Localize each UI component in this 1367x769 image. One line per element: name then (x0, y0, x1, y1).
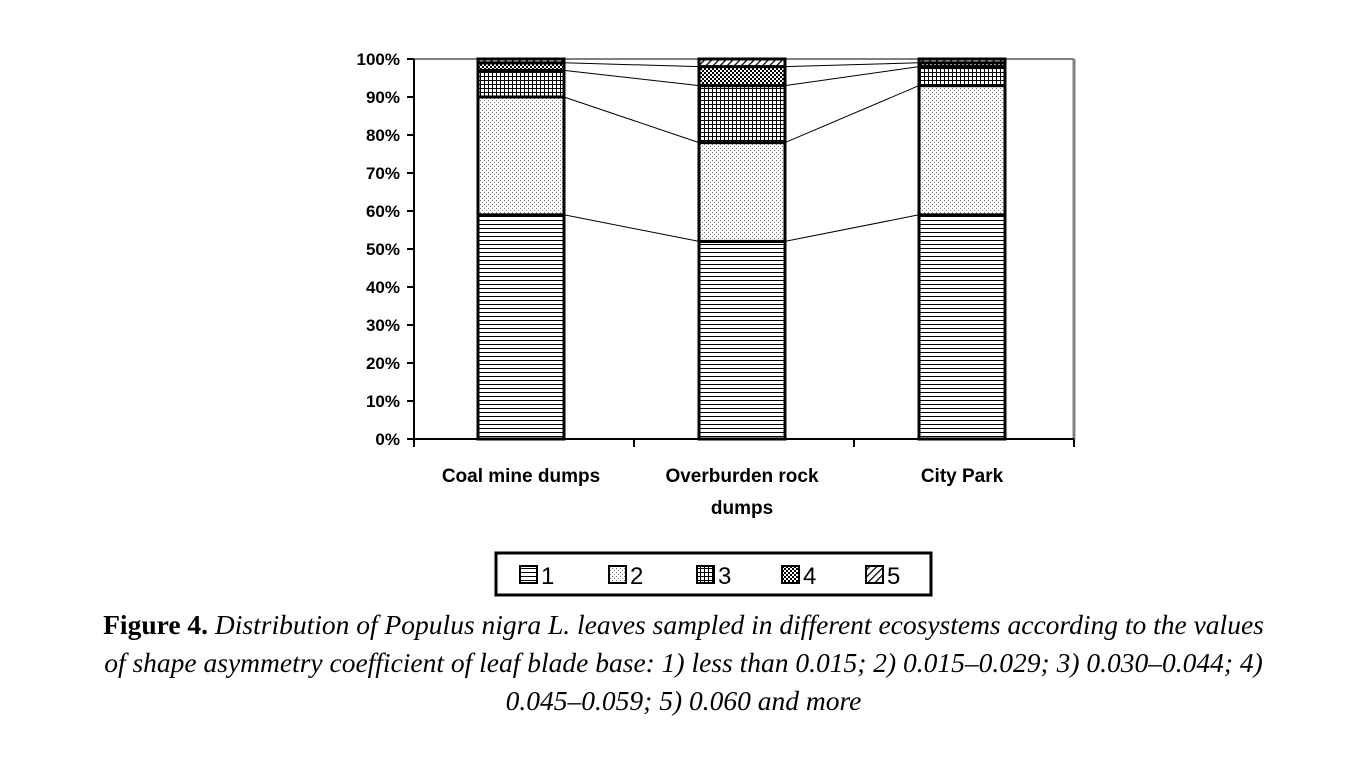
series-line (563, 96, 700, 144)
figure-caption: Figure 4. Distribution of Populus nigra … (90, 606, 1277, 720)
legend-swatch (865, 565, 884, 584)
bar-segment (476, 57, 566, 65)
legend-entry-label: 4 (803, 563, 816, 590)
y-tick-label: 100% (357, 50, 400, 69)
bar-segment (917, 65, 1007, 88)
series-line (563, 69, 700, 87)
bar-segment (697, 141, 787, 243)
y-tick-label: 0% (375, 430, 400, 449)
bar-segment (476, 213, 566, 441)
series-line (784, 214, 920, 242)
series-line (784, 85, 920, 144)
legend-swatch (608, 565, 627, 584)
y-tick-label: 90% (366, 88, 400, 107)
bar-segment (697, 84, 787, 145)
legend-entry-label: 5 (887, 563, 900, 590)
y-tick-label: 60% (366, 202, 400, 221)
bars (476, 57, 1007, 441)
series-line (563, 62, 700, 68)
series-line (784, 66, 920, 87)
figure-number: Figure 4. (103, 609, 209, 640)
y-tick-label: 40% (366, 278, 400, 297)
legend-entry-label: 2 (630, 563, 643, 590)
legend-entry-label: 3 (718, 563, 731, 590)
y-tick-label: 80% (366, 126, 400, 145)
x-category-label: City Park (921, 466, 1004, 487)
x-category-label: Coal mine dumps (442, 466, 600, 487)
bar-segment (917, 57, 1007, 65)
y-tick-label: 70% (366, 164, 400, 183)
bar-segment (476, 95, 566, 217)
bar-segment (917, 213, 1007, 441)
series-line (784, 62, 920, 68)
legend-swatch (519, 565, 538, 584)
figure-caption-text: Distribution of Populus nigra L. leaves … (104, 609, 1264, 716)
series-line (563, 214, 700, 242)
bar-segment (697, 57, 787, 69)
x-category-label: Overburden rock dumps (665, 466, 819, 519)
x-axis: Coal mine dumps Overburden rock dumps City … (413, 438, 1075, 519)
y-axis: 0% 10% 20% 30% 40% 50% 60% 70% 80% 90% 100% (357, 50, 415, 449)
y-tick-label: 30% (366, 316, 400, 335)
bar-segment (697, 65, 787, 88)
bar-segment (476, 68, 566, 99)
y-tick-label: 10% (366, 392, 400, 411)
legend-entry-label: 1 (541, 563, 554, 590)
legend-swatch (781, 565, 800, 584)
legend-swatch (696, 565, 715, 584)
y-tick-label: 50% (366, 240, 400, 259)
bar-segment (917, 84, 1007, 217)
y-tick-label: 20% (366, 354, 400, 373)
series-lines (563, 62, 920, 242)
bar-segment (697, 239, 787, 441)
legend: 1 2 3 4 5 (494, 551, 933, 597)
